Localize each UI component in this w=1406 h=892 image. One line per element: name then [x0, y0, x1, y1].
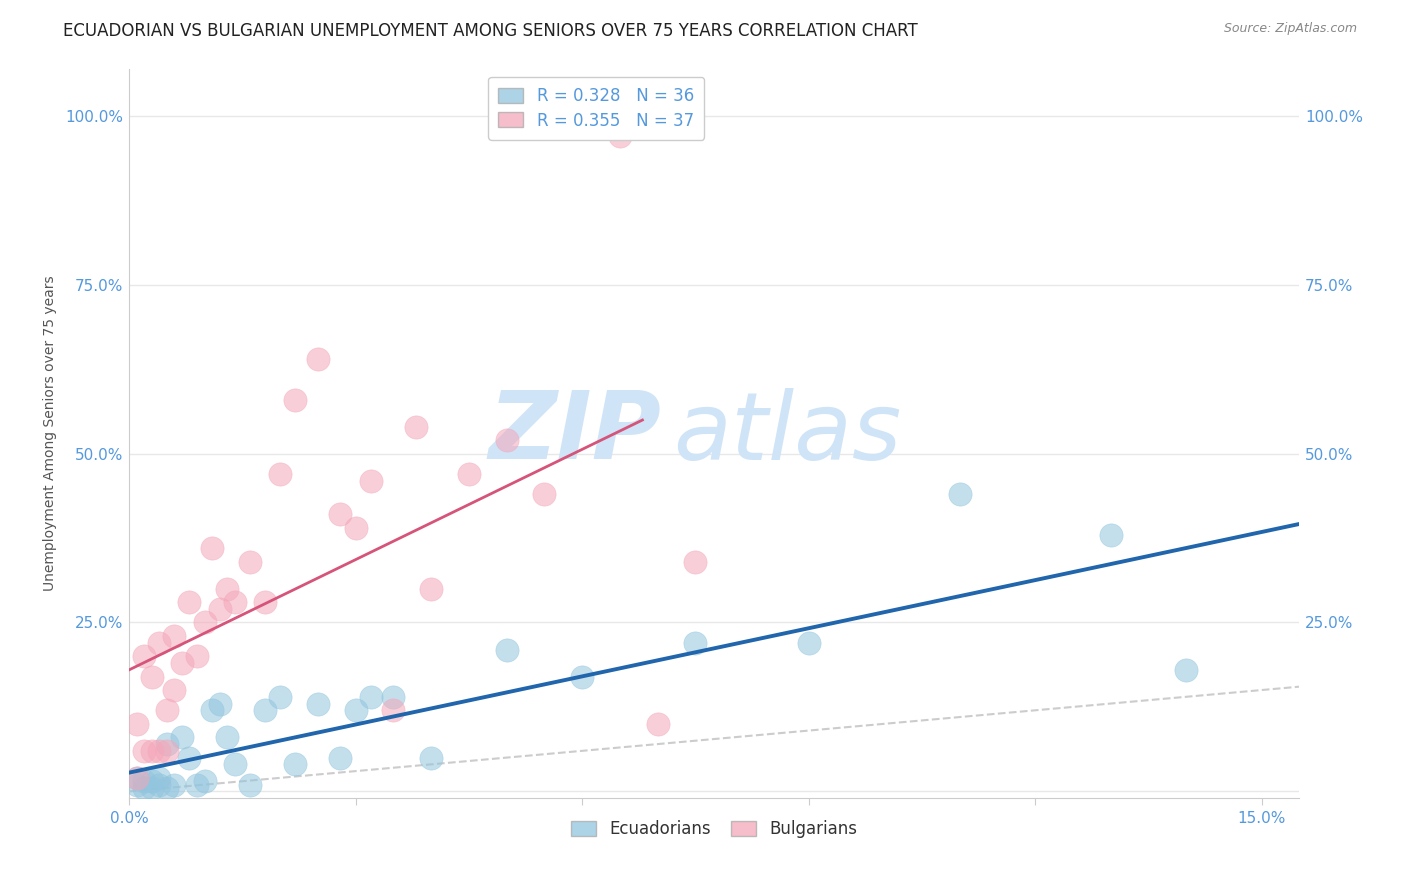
- Point: [148, 744, 170, 758]
- Point: [163, 683, 186, 698]
- Point: [141, 774, 163, 789]
- Point: [307, 351, 329, 366]
- Text: ECUADORIAN VS BULGARIAN UNEMPLOYMENT AMONG SENIORS OVER 75 YEARS CORRELATION CHA: ECUADORIAN VS BULGARIAN UNEMPLOYMENT AMO…: [63, 22, 918, 40]
- Point: [186, 649, 208, 664]
- Point: [156, 737, 179, 751]
- Point: [208, 697, 231, 711]
- Point: [201, 703, 224, 717]
- Point: [269, 467, 291, 481]
- Point: [307, 697, 329, 711]
- Point: [1099, 527, 1122, 541]
- Point: [224, 595, 246, 609]
- Point: [495, 433, 517, 447]
- Point: [457, 467, 479, 481]
- Point: [382, 690, 405, 704]
- Point: [609, 129, 631, 144]
- Point: [495, 642, 517, 657]
- Point: [685, 636, 707, 650]
- Point: [360, 474, 382, 488]
- Point: [420, 582, 443, 596]
- Point: [141, 744, 163, 758]
- Point: [382, 703, 405, 717]
- Point: [125, 778, 148, 792]
- Point: [647, 716, 669, 731]
- Point: [224, 757, 246, 772]
- Point: [156, 703, 179, 717]
- Point: [125, 771, 148, 785]
- Point: [269, 690, 291, 704]
- Point: [132, 744, 155, 758]
- Legend: Ecuadorians, Bulgarians: Ecuadorians, Bulgarians: [564, 814, 863, 845]
- Point: [186, 778, 208, 792]
- Point: [329, 750, 352, 764]
- Point: [132, 649, 155, 664]
- Point: [329, 508, 352, 522]
- Point: [253, 595, 276, 609]
- Point: [1175, 663, 1198, 677]
- Y-axis label: Unemployment Among Seniors over 75 years: Unemployment Among Seniors over 75 years: [44, 276, 58, 591]
- Point: [132, 774, 155, 789]
- Point: [344, 703, 367, 717]
- Point: [193, 615, 215, 630]
- Point: [344, 521, 367, 535]
- Point: [239, 778, 262, 792]
- Point: [405, 419, 427, 434]
- Point: [208, 602, 231, 616]
- Point: [148, 636, 170, 650]
- Point: [948, 487, 970, 501]
- Point: [132, 780, 155, 795]
- Point: [571, 669, 593, 683]
- Point: [217, 582, 239, 596]
- Point: [148, 771, 170, 785]
- Point: [163, 629, 186, 643]
- Point: [170, 656, 193, 670]
- Point: [533, 487, 555, 501]
- Point: [420, 750, 443, 764]
- Point: [156, 744, 179, 758]
- Point: [284, 392, 307, 407]
- Point: [201, 541, 224, 556]
- Point: [125, 771, 148, 785]
- Point: [239, 555, 262, 569]
- Text: Source: ZipAtlas.com: Source: ZipAtlas.com: [1223, 22, 1357, 36]
- Point: [141, 669, 163, 683]
- Point: [156, 780, 179, 795]
- Point: [685, 555, 707, 569]
- Point: [360, 690, 382, 704]
- Text: ZIP: ZIP: [489, 387, 661, 479]
- Point: [193, 774, 215, 789]
- Point: [179, 750, 201, 764]
- Point: [141, 780, 163, 795]
- Point: [148, 778, 170, 792]
- Point: [163, 778, 186, 792]
- Point: [125, 716, 148, 731]
- Text: atlas: atlas: [673, 388, 901, 479]
- Point: [179, 595, 201, 609]
- Point: [284, 757, 307, 772]
- Point: [253, 703, 276, 717]
- Point: [217, 731, 239, 745]
- Point: [797, 636, 820, 650]
- Point: [170, 731, 193, 745]
